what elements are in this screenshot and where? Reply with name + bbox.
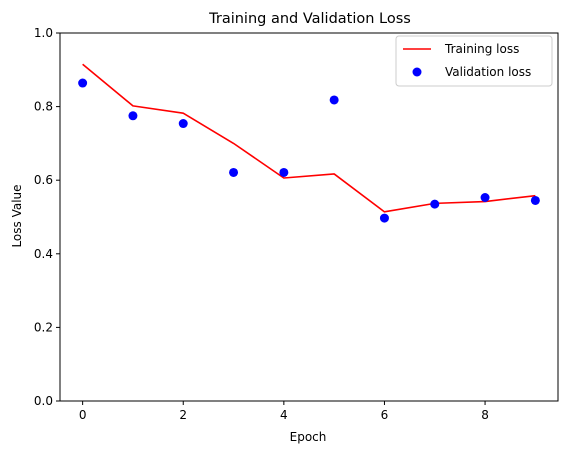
x-tick-label: 4 <box>280 408 288 422</box>
x-tick-label: 2 <box>179 408 187 422</box>
y-tick-label: 1.0 <box>34 26 53 40</box>
y-axis-ticks: 0.0 0.2 0.4 0.6 0.8 1.0 <box>34 26 60 408</box>
training-loss-line <box>82 63 536 213</box>
validation-loss-point <box>379 213 389 223</box>
y-tick-label: 0.6 <box>34 173 53 187</box>
y-tick-label: 0.8 <box>34 100 53 114</box>
validation-loss-point <box>480 192 490 202</box>
y-tick-label: 0.4 <box>34 247 53 261</box>
series-layer <box>78 63 540 223</box>
legend-validation-label: Validation loss <box>445 65 531 79</box>
legend-validation-swatch <box>412 67 422 77</box>
validation-loss-point <box>430 199 440 209</box>
x-tick-label: 0 <box>79 408 87 422</box>
y-tick-label: 0.2 <box>34 320 53 334</box>
validation-loss-point <box>229 167 239 177</box>
y-tick-label: 0.0 <box>34 394 53 408</box>
x-axis-ticks: 0 2 4 6 8 <box>79 401 489 422</box>
validation-loss-point <box>178 119 188 129</box>
x-tick-label: 8 <box>481 408 489 422</box>
x-axis-label: Epoch <box>290 430 327 444</box>
y-axis-label: Loss Value <box>10 184 24 247</box>
validation-loss-point <box>78 78 88 88</box>
validation-loss-point <box>530 195 540 205</box>
validation-loss-point <box>128 111 138 121</box>
legend-training-label: Training loss <box>444 42 519 56</box>
x-tick-label: 6 <box>381 408 389 422</box>
legend: Training loss Validation loss <box>395 35 553 87</box>
plot-area-frame <box>59 32 559 402</box>
chart-title: Training and Validation Loss <box>208 11 411 27</box>
validation-loss-point <box>329 95 339 105</box>
legend-box <box>395 35 553 87</box>
validation-loss-point <box>279 167 289 177</box>
